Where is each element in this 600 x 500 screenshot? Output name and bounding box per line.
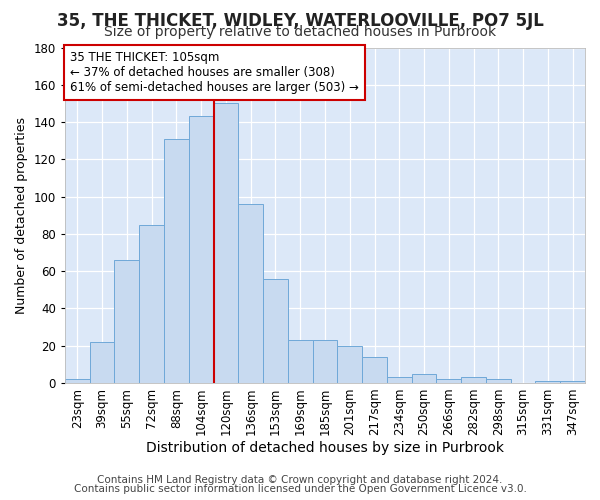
Bar [313,340,337,383]
Bar [214,104,238,383]
Bar [560,381,585,383]
Bar [535,381,560,383]
Text: 35 THE THICKET: 105sqm
← 37% of detached houses are smaller (308)
61% of semi-de: 35 THE THICKET: 105sqm ← 37% of detached… [70,51,359,94]
Bar [288,340,313,383]
Bar [263,278,288,383]
X-axis label: Distribution of detached houses by size in Purbrook: Distribution of detached houses by size … [146,441,504,455]
Text: Contains public sector information licensed under the Open Government Licence v3: Contains public sector information licen… [74,484,526,494]
Bar [486,379,511,383]
Bar [90,342,115,383]
Bar [436,379,461,383]
Bar [115,260,139,383]
Bar [65,379,90,383]
Bar [189,116,214,383]
Bar [362,357,387,383]
Text: 35, THE THICKET, WIDLEY, WATERLOOVILLE, PO7 5JL: 35, THE THICKET, WIDLEY, WATERLOOVILLE, … [56,12,544,30]
Bar [461,378,486,383]
Bar [139,224,164,383]
Y-axis label: Number of detached properties: Number of detached properties [15,116,28,314]
Bar [238,204,263,383]
Bar [412,374,436,383]
Bar [387,378,412,383]
Text: Size of property relative to detached houses in Purbrook: Size of property relative to detached ho… [104,25,496,39]
Bar [164,139,189,383]
Text: Contains HM Land Registry data © Crown copyright and database right 2024.: Contains HM Land Registry data © Crown c… [97,475,503,485]
Bar [337,346,362,383]
